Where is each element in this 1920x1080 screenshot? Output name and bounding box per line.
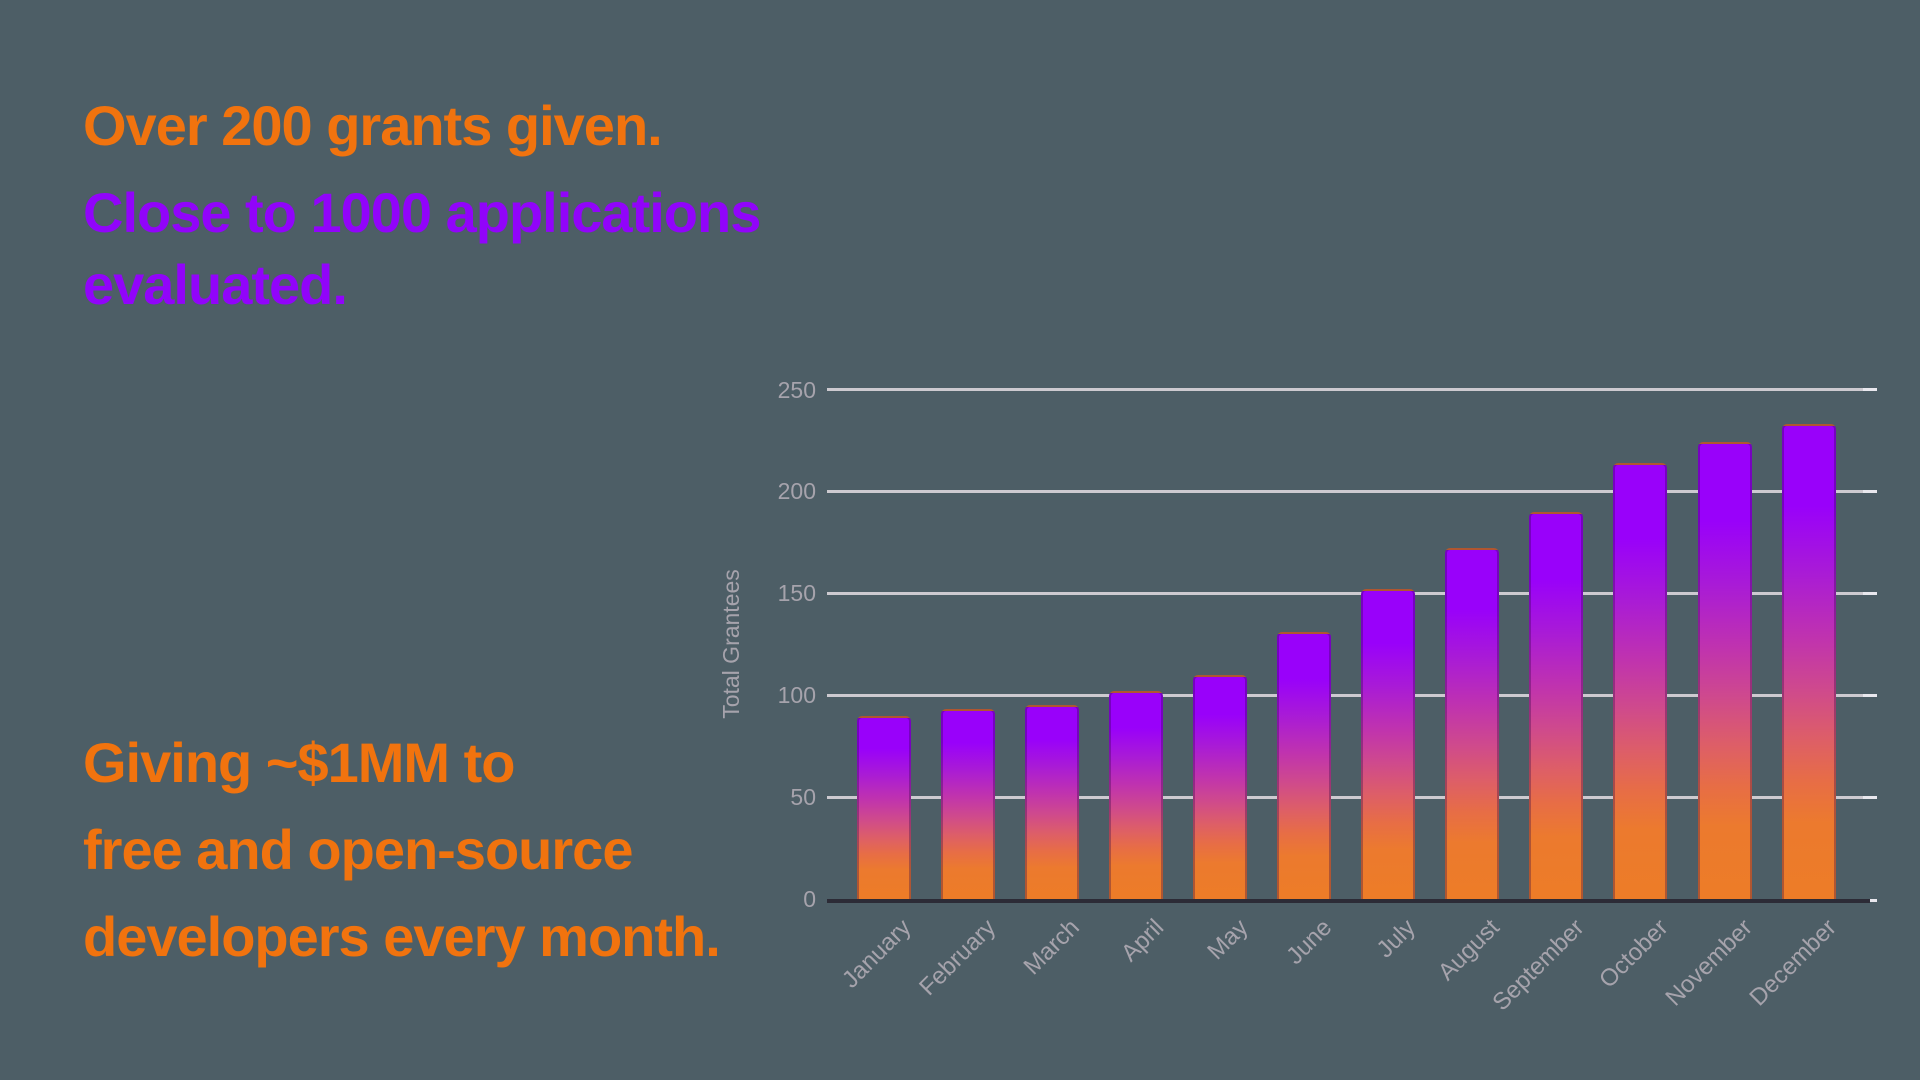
bar-october	[1613, 462, 1668, 899]
x-axis-line	[827, 899, 1870, 903]
heading-applications-line-1: Close to 1000 applications	[83, 181, 761, 244]
y-tick-label-250: 250	[777, 376, 816, 403]
heading-giving-line-1: Giving ~$1MM to	[83, 731, 515, 794]
heading-giving: Giving ~$1MM to free and open-source dev…	[83, 719, 721, 980]
bar-may	[1192, 674, 1247, 899]
gridline-250	[827, 388, 1863, 391]
grid-tick-200	[1863, 489, 1877, 493]
bar-december	[1781, 424, 1836, 899]
gridline-50	[827, 795, 1863, 799]
bar-november	[1697, 442, 1752, 899]
bar-march	[1024, 705, 1079, 899]
grid-tick-150	[1863, 591, 1877, 595]
heading-giving-line-2: free and open-source	[83, 818, 633, 881]
bar-july	[1361, 589, 1416, 899]
x-tick-label-february: February	[913, 914, 1001, 1002]
grid-tick-50	[1863, 795, 1877, 799]
x-tick-label-september: September	[1487, 914, 1590, 1017]
gridline-200	[827, 489, 1863, 493]
y-tick-label-0: 0	[803, 886, 816, 912]
x-tick-label-august: August	[1433, 914, 1506, 986]
gridline-100	[827, 693, 1863, 697]
bar-january	[856, 715, 911, 899]
x-tick-label-january: January	[837, 914, 917, 994]
x-tick-label-may: May	[1201, 914, 1253, 966]
heading-grants-given-line: Over 200 grants given.	[83, 94, 663, 157]
x-tick-label-november: November	[1660, 914, 1758, 1012]
heading-applications-line-2: evaluated.	[83, 253, 348, 316]
bar-february	[940, 709, 995, 899]
heading-grants-given: Over 200 grants given.	[83, 90, 663, 162]
bar-april	[1108, 691, 1163, 899]
y-axis-title: Total Grantees	[718, 569, 744, 719]
grid-tick-100	[1863, 693, 1877, 697]
bar-september	[1529, 511, 1584, 899]
y-tick-label-150: 150	[777, 580, 816, 607]
bar-august	[1445, 548, 1500, 899]
x-tick-label-july: July	[1371, 914, 1422, 964]
y-tick-label-50: 50	[790, 784, 816, 811]
x-tick-label-june: June	[1281, 914, 1338, 970]
x-tick-label-march: March	[1018, 914, 1085, 981]
grid-tick-250	[1863, 388, 1877, 391]
x-tick-label-december: December	[1744, 914, 1842, 1012]
x-tick-label-october: October	[1594, 914, 1674, 994]
y-tick-label-100: 100	[777, 682, 816, 709]
x-tick-label-april: April	[1115, 914, 1169, 968]
y-tick-label-200: 200	[777, 478, 816, 505]
heading-giving-line-3: developers every month.	[83, 905, 721, 968]
x-axis-tick-end	[1870, 899, 1877, 902]
bar-june	[1277, 632, 1331, 899]
gridline-150	[827, 591, 1863, 595]
heading-applications-evaluated: Close to 1000 applications evaluated.	[83, 177, 761, 321]
